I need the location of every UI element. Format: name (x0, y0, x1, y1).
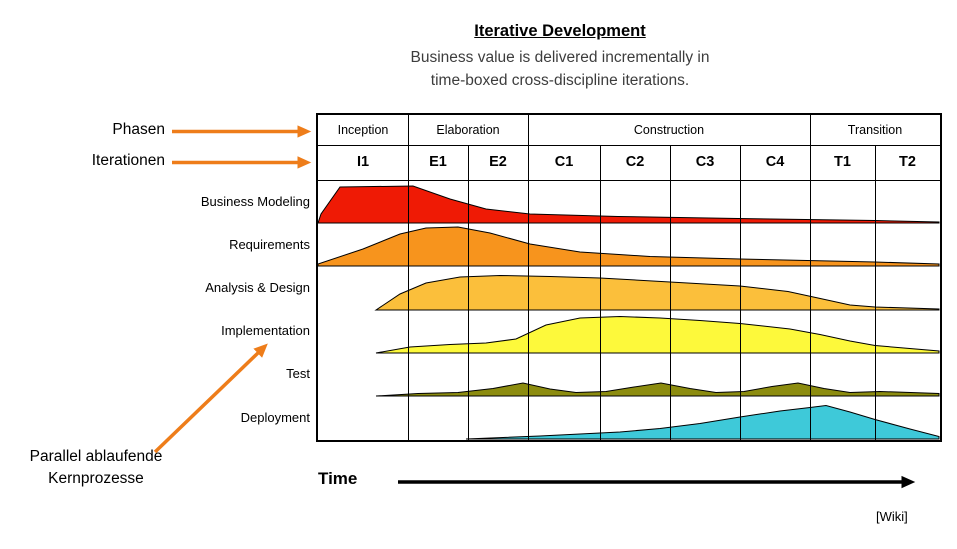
subtitle-line1: Business value is delivered incrementall… (410, 49, 710, 66)
effort-humps-chart (318, 185, 940, 440)
row-label-analysis-design: Analysis & Design (205, 280, 310, 295)
iteration-header-c1: C1 (554, 154, 574, 170)
grid-line-construction-transition (810, 115, 811, 440)
row-label-business-modeling: Business Modeling (200, 194, 310, 209)
parallel-processes-annotation-label: Parallel ablaufende Kernprozesse (0, 446, 192, 490)
iteration-grid: Inception Elaboration Construction Trans… (316, 113, 942, 442)
phase-header-transition: Transition (847, 123, 903, 137)
hump-implementation (375, 315, 940, 354)
iterations-annotation-label: Iterationen (91, 152, 165, 169)
row-label-deployment: Deployment (240, 410, 310, 425)
phase-header-construction: Construction (633, 123, 705, 137)
grid-line-elaboration-construction (528, 115, 529, 440)
grid-line-c2-c3 (670, 145, 671, 440)
grid-line-inception-elaboration (408, 115, 409, 440)
attribution-label: [Wiki] (876, 509, 908, 524)
grid-line-c1-c2 (600, 145, 601, 440)
iteration-header-t2: T2 (899, 154, 916, 170)
iteration-header-c2: C2 (625, 154, 645, 170)
phase-header-elaboration: Elaboration (436, 123, 500, 137)
iteration-header-e2: E2 (489, 154, 507, 170)
parallel-annotation-line2: Kernprozesse (48, 470, 144, 487)
hump-deployment (465, 404, 940, 440)
row-label-requirements: Requirements (229, 237, 310, 252)
phase-row-separator-line (318, 145, 940, 146)
parallel-annotation-line1: Parallel ablaufende (29, 448, 163, 465)
hump-business-modeling (318, 185, 940, 224)
hump-requirements (318, 226, 940, 267)
iteration-row-separator-line (318, 180, 940, 181)
iteration-header-e1: E1 (429, 154, 447, 170)
grid-line-t1-t2 (875, 145, 876, 440)
grid-line-e1-e2 (468, 145, 469, 440)
page-title: Iterative Development (474, 22, 646, 40)
phase-header-inception: Inception (337, 123, 389, 137)
phases-annotation-label: Phasen (112, 121, 165, 138)
iteration-header-i1: I1 (356, 154, 370, 170)
hump-test (375, 382, 940, 397)
iteration-header-c4: C4 (765, 154, 785, 170)
row-label-implementation: Implementation (221, 323, 310, 338)
row-label-test: Test (286, 366, 310, 381)
hump-analysis-design (374, 274, 940, 311)
grid-line-c3-c4 (740, 145, 741, 440)
time-axis-label: Time (318, 469, 358, 488)
subtitle-line2: time-boxed cross-discipline iterations. (430, 72, 690, 89)
iteration-header-t1: T1 (834, 154, 851, 170)
iteration-header-c3: C3 (695, 154, 715, 170)
